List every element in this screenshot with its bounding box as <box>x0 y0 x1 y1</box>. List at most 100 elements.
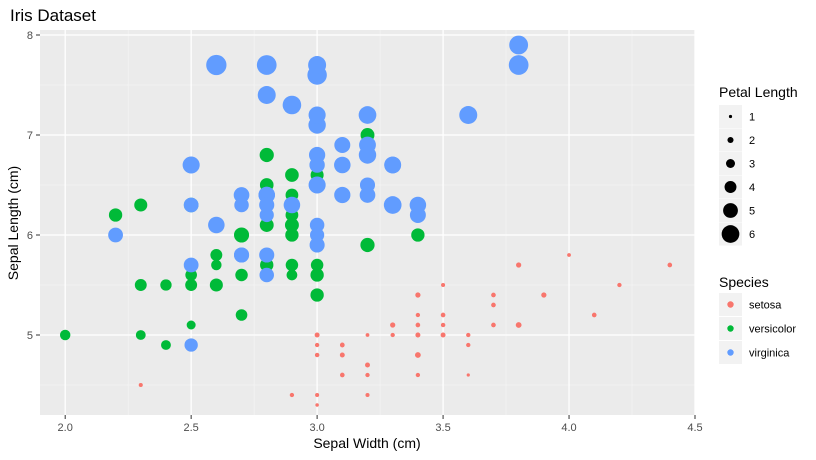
data-point-virginica <box>282 95 302 115</box>
size-legend-label: 4 <box>749 182 755 194</box>
data-point-setosa <box>314 332 320 338</box>
data-point-setosa <box>617 282 622 288</box>
data-point-setosa <box>516 262 522 268</box>
species-legend-label: versicolor <box>749 324 796 336</box>
data-point-setosa <box>315 403 319 407</box>
y-axis-title: Sepal Length (cm) <box>5 166 21 280</box>
data-point-versicolor <box>260 258 273 272</box>
data-point-versicolor <box>360 237 375 253</box>
x-tick-label: 3.5 <box>435 422 450 434</box>
data-point-virginica <box>358 146 377 164</box>
size-legend-label: 1 <box>749 112 755 124</box>
data-point-setosa <box>365 362 370 368</box>
size-legend: Petal Length 1 2 3 4 5 6 <box>719 84 798 246</box>
data-point-setosa <box>314 342 320 348</box>
data-point-setosa <box>491 322 496 328</box>
data-point-virginica <box>283 196 301 214</box>
data-point-virginica <box>206 54 227 76</box>
data-point-virginica <box>309 157 325 173</box>
data-point-setosa <box>591 312 597 318</box>
data-point-setosa <box>138 382 143 388</box>
data-point-versicolor <box>235 309 248 321</box>
species-legend-swatch <box>727 301 734 308</box>
data-point-virginica <box>259 247 275 263</box>
data-point-setosa <box>315 392 320 398</box>
data-point-setosa <box>440 312 446 318</box>
x-tick-label: 4.0 <box>561 422 576 434</box>
data-point-virginica <box>309 177 325 193</box>
y-tick-label: 8 <box>27 30 33 42</box>
data-point-setosa <box>289 392 295 398</box>
data-point-setosa <box>667 262 673 268</box>
data-point-setosa <box>339 372 345 378</box>
data-point-virginica <box>108 227 123 243</box>
data-point-virginica <box>183 257 199 273</box>
data-point-versicolor <box>161 340 171 350</box>
data-point-setosa <box>314 352 320 358</box>
data-point-virginica <box>334 156 351 174</box>
data-point-virginica <box>234 197 249 213</box>
data-point-setosa <box>415 372 421 378</box>
data-point-versicolor <box>59 329 71 341</box>
data-point-versicolor <box>411 228 425 242</box>
y-tick-label: 6 <box>27 230 33 242</box>
y-axis-ticks: 5 6 7 8 <box>27 30 40 342</box>
data-point-setosa <box>390 332 395 338</box>
size-legend-swatch <box>721 225 740 243</box>
size-legend-swatch <box>728 114 733 119</box>
species-legend-swatch <box>727 325 734 332</box>
data-point-virginica <box>409 207 426 223</box>
data-point-versicolor <box>285 168 299 182</box>
data-point-virginica <box>383 196 402 214</box>
data-point-versicolor <box>286 269 298 281</box>
data-point-versicolor <box>210 249 223 261</box>
data-point-versicolor <box>259 147 274 163</box>
data-point-virginica <box>257 86 276 104</box>
data-point-virginica <box>182 156 200 174</box>
data-point-virginica <box>334 186 351 204</box>
data-point-versicolor <box>310 288 324 302</box>
species-legend: Species setosa versicolor virginica <box>719 274 796 364</box>
data-point-setosa <box>365 392 370 398</box>
data-points <box>59 35 673 407</box>
data-point-versicolor <box>160 279 172 291</box>
size-legend-swatch <box>726 159 735 168</box>
data-point-setosa <box>415 322 421 328</box>
data-point-versicolor <box>135 330 146 340</box>
data-point-virginica <box>309 217 325 233</box>
size-legend-swatch <box>727 136 734 144</box>
data-point-setosa <box>491 302 496 308</box>
data-point-versicolor <box>284 218 299 232</box>
data-point-versicolor <box>134 279 147 291</box>
data-point-virginica <box>259 197 275 213</box>
data-point-virginica <box>508 55 529 75</box>
data-point-setosa <box>466 373 470 377</box>
size-legend-label: 5 <box>749 206 755 218</box>
data-point-versicolor <box>185 269 197 281</box>
data-point-versicolor <box>209 278 223 292</box>
data-point-virginica <box>509 35 529 55</box>
data-point-setosa <box>390 322 396 328</box>
data-point-setosa <box>339 342 345 348</box>
size-legend-label: 2 <box>749 135 755 147</box>
data-point-virginica <box>233 247 250 263</box>
data-point-versicolor <box>134 198 148 212</box>
size-legend-title: Petal Length <box>719 84 798 100</box>
data-point-versicolor <box>259 218 274 232</box>
data-point-virginica <box>308 56 327 74</box>
species-legend-swatch <box>727 349 734 356</box>
data-point-virginica <box>184 338 198 352</box>
data-point-setosa <box>516 322 522 328</box>
data-point-versicolor <box>233 227 250 243</box>
x-tick-label: 4.5 <box>687 422 702 434</box>
data-point-virginica <box>459 106 478 124</box>
species-legend-label: virginica <box>749 348 790 360</box>
data-point-virginica <box>359 187 376 203</box>
size-legend-swatch <box>723 203 738 218</box>
data-point-setosa <box>415 332 421 338</box>
data-point-setosa <box>466 332 471 338</box>
data-point-virginica <box>308 106 326 124</box>
x-tick-label: 2.5 <box>184 422 199 434</box>
species-legend-label: setosa <box>749 300 782 312</box>
